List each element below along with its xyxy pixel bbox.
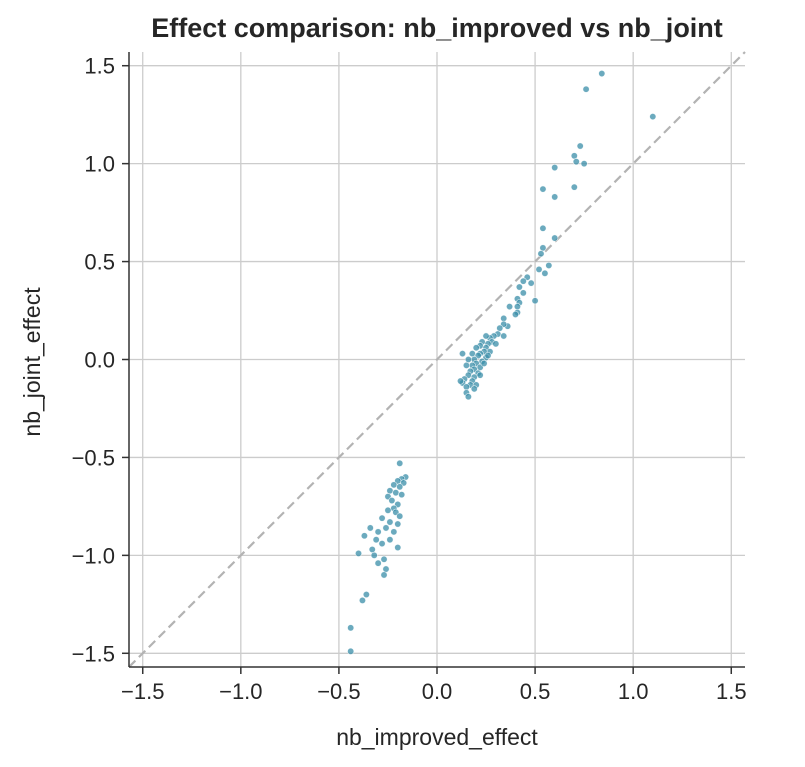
data-point (598, 70, 606, 78)
data-point (396, 483, 404, 491)
data-point (358, 596, 366, 604)
data-point (513, 303, 521, 311)
data-point (370, 551, 378, 559)
data-point (362, 591, 370, 599)
data-point (366, 524, 374, 532)
data-point (500, 332, 508, 340)
data-point (545, 261, 553, 269)
data-point (396, 512, 404, 520)
data-point (374, 528, 382, 536)
data-point (539, 224, 547, 232)
data-point (386, 518, 394, 526)
y-tick-label: −1.0 (72, 543, 115, 568)
data-point (527, 279, 535, 287)
x-tick-label: 1.0 (618, 679, 649, 704)
y-tick-label: −0.5 (72, 445, 115, 470)
data-point (380, 555, 388, 563)
data-point (496, 324, 504, 332)
y-tick-label: 1.5 (84, 54, 115, 79)
data-point (347, 647, 355, 655)
data-point (572, 158, 580, 166)
chart-title: Effect comparison: nb_improved vs nb_joi… (151, 13, 723, 43)
x-tick-label: 0.0 (422, 679, 453, 704)
data-point (500, 314, 508, 322)
x-tick-label: 0.5 (520, 679, 551, 704)
data-point (378, 540, 386, 548)
data-point (394, 520, 402, 528)
data-point (472, 344, 480, 352)
data-point (464, 355, 472, 363)
data-point (462, 361, 470, 369)
data-point (382, 565, 390, 573)
data-point (492, 340, 500, 348)
data-point (551, 234, 559, 242)
data-point (537, 250, 545, 258)
data-point (459, 350, 467, 358)
x-tick-label: −0.5 (317, 679, 360, 704)
data-point (390, 481, 398, 489)
data-point (390, 528, 398, 536)
data-point (384, 506, 392, 514)
data-point (506, 303, 514, 311)
data-point (484, 352, 492, 360)
data-point (531, 297, 539, 305)
data-point (388, 497, 396, 505)
data-point (519, 289, 527, 297)
data-point (398, 491, 406, 499)
data-point (462, 383, 470, 391)
data-point (551, 164, 559, 172)
data-point (576, 142, 584, 150)
data-point (649, 113, 657, 121)
data-point (582, 85, 590, 93)
data-point (515, 283, 523, 291)
data-point (380, 571, 388, 579)
data-point (394, 544, 402, 552)
data-point (480, 359, 488, 367)
data-points (347, 70, 657, 655)
x-tick-label: 1.5 (716, 679, 747, 704)
data-point (392, 489, 400, 497)
data-point (457, 377, 465, 385)
data-point (470, 385, 478, 393)
data-point (347, 624, 355, 632)
data-point (535, 265, 543, 273)
reference-line (128, 51, 746, 668)
data-point (382, 524, 390, 532)
x-tick-label: −1.5 (121, 679, 164, 704)
ticks: −1.5 −1.0 −0.5 0.0 0.5 1.0 1.5 −1.5 −1.0 −0.5 0.0 0… (72, 54, 747, 704)
x-tick-label: −1.0 (219, 679, 262, 704)
data-point (580, 160, 588, 168)
data-point (360, 532, 368, 540)
data-point (396, 459, 404, 467)
data-point (464, 393, 472, 401)
data-point (570, 183, 578, 191)
data-point (386, 487, 394, 495)
data-point (482, 332, 490, 340)
data-point (368, 545, 376, 553)
data-point (372, 536, 380, 544)
x-axis-label: nb_improved_effect (336, 724, 538, 750)
data-point (374, 559, 382, 567)
data-point (539, 185, 547, 193)
data-point (541, 269, 549, 277)
data-point (468, 350, 476, 358)
data-point (355, 549, 363, 557)
data-point (539, 244, 547, 252)
grid (129, 52, 745, 667)
data-point (386, 536, 394, 544)
y-tick-label: 1.0 (84, 152, 115, 177)
y-tick-label: 0.0 (84, 348, 115, 373)
data-point (551, 193, 559, 201)
y-tick-label: 0.5 (84, 250, 115, 275)
y-tick-label: −1.5 (72, 641, 115, 666)
data-point (476, 371, 484, 379)
data-point (570, 152, 578, 160)
y-axis-label: nb_joint_effect (19, 287, 45, 437)
data-point (511, 310, 519, 318)
data-point (519, 277, 527, 285)
data-point (378, 514, 386, 522)
